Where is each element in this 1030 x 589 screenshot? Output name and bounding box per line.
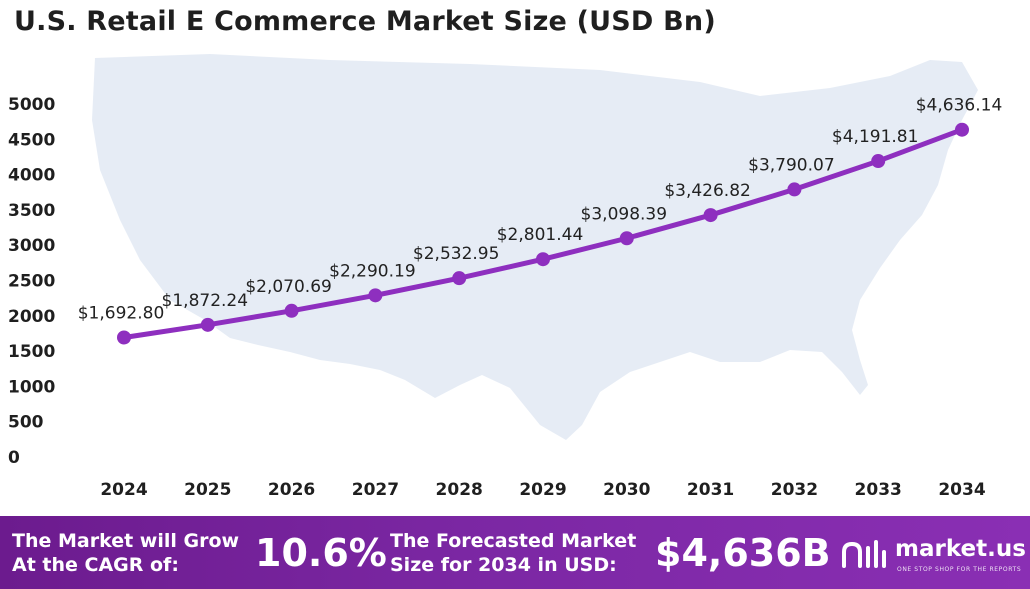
y-tick-label: 2500 xyxy=(8,272,55,292)
x-tick-label: 2030 xyxy=(603,480,650,500)
data-point xyxy=(703,208,718,223)
y-tick-label: 4000 xyxy=(8,166,55,186)
data-label: $4,636.14 xyxy=(916,96,1003,116)
market-us-logo-icon xyxy=(842,540,886,568)
y-tick-label: 3500 xyxy=(8,201,55,221)
data-label: $2,801.44 xyxy=(497,225,584,245)
data-label: $2,532.95 xyxy=(413,244,500,264)
x-tick-label: 2027 xyxy=(352,480,399,500)
cagr-value: 10.6% xyxy=(255,531,387,575)
data-labels: $1,692.80$1,872.24$2,070.69$2,290.19$2,5… xyxy=(78,96,1003,324)
x-tick-label: 2033 xyxy=(855,480,902,500)
x-tick-label: 2028 xyxy=(436,480,483,500)
x-tick-label: 2029 xyxy=(519,480,566,500)
x-tick-label: 2032 xyxy=(771,480,818,500)
y-tick-label: 4500 xyxy=(8,130,55,150)
logo-text: market.us xyxy=(895,536,1026,562)
y-tick-label: 0 xyxy=(8,448,20,468)
data-point xyxy=(619,231,634,246)
x-axis-ticks: 2024 2025 2026 2027 2028 2029 2030 2031 2032 2033… xyxy=(100,480,985,500)
data-point xyxy=(200,317,215,332)
logo-tagline: ONE STOP SHOP FOR THE REPORTS xyxy=(897,566,1022,573)
data-label: $3,426.82 xyxy=(664,181,751,201)
footer-banner: The Market will Grow At the CAGR of: 10.… xyxy=(0,516,1030,589)
x-tick-label: 2025 xyxy=(184,480,231,500)
cagr-caption-line1: The Market will Grow xyxy=(12,530,240,552)
data-point xyxy=(117,330,131,345)
data-point xyxy=(787,182,802,197)
data-label: $1,692.80 xyxy=(78,303,165,323)
y-tick-label: 1000 xyxy=(8,377,55,397)
data-label: $3,098.39 xyxy=(581,204,668,224)
y-tick-label: 1500 xyxy=(8,342,55,362)
data-label: $3,790.07 xyxy=(748,155,835,175)
x-tick-label: 2026 xyxy=(268,480,315,500)
forecast-caption: The Forecasted Market Size for 2034 in U… xyxy=(390,529,636,577)
data-label: $2,070.69 xyxy=(245,277,332,297)
data-point xyxy=(284,303,299,318)
x-tick-label: 2024 xyxy=(100,480,147,500)
data-point xyxy=(452,271,467,286)
y-tick-label: 3000 xyxy=(8,236,55,256)
y-tick-label: 500 xyxy=(8,413,44,433)
cagr-caption-line2: At the CAGR of: xyxy=(12,554,179,576)
y-tick-label: 2000 xyxy=(8,307,55,327)
y-tick-label: 5000 xyxy=(8,95,55,115)
chart-title: U.S. Retail E Commerce Market Size (USD … xyxy=(14,6,716,37)
x-tick-label: 2031 xyxy=(687,480,734,500)
data-label: $2,290.19 xyxy=(329,261,416,281)
data-points xyxy=(117,122,969,345)
forecast-value: $4,636B xyxy=(655,531,831,575)
cagr-caption: The Market will Grow At the CAGR of: xyxy=(12,529,239,577)
line-chart: 0 500 1000 1500 2000 2500 3000 3500 4000 4500 5000… xyxy=(8,54,1003,500)
data-point xyxy=(536,252,550,267)
us-map-background xyxy=(92,54,978,440)
y-axis-ticks: 0 500 1000 1500 2000 2500 3000 3500 4000 4500 5000 xyxy=(8,95,55,468)
x-tick-label: 2034 xyxy=(938,480,985,500)
data-label: $1,872.24 xyxy=(162,291,249,311)
forecast-caption-line1: The Forecasted Market xyxy=(390,530,637,552)
forecast-caption-line2: Size for 2034 in USD: xyxy=(390,554,617,576)
data-label: $4,191.81 xyxy=(832,127,919,147)
data-point xyxy=(368,288,383,303)
data-point xyxy=(871,154,886,169)
data-point xyxy=(955,122,969,137)
